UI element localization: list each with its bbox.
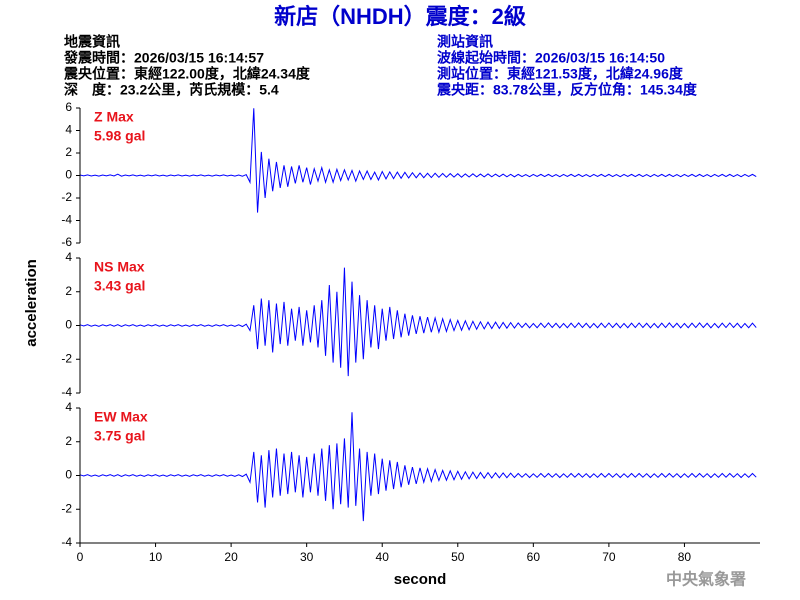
- x-tick-label: 40: [376, 550, 390, 564]
- y-tick-label: -4: [61, 213, 72, 227]
- max-annotation: 3.75 gal: [94, 428, 145, 444]
- station-info: 震央距：83.78公里，反方位角：145.34度: [436, 82, 698, 98]
- y-tick-label: 0: [65, 168, 72, 182]
- station-info: 測站資訊: [437, 34, 493, 50]
- y-tick-label: 0: [65, 318, 72, 332]
- footer: 中央氣象署: [666, 570, 746, 589]
- y-tick-label: 2: [65, 434, 72, 448]
- y-tick-label: 4: [65, 400, 72, 414]
- max-annotation: 3.43 gal: [94, 278, 145, 294]
- y-tick-label: -2: [61, 190, 72, 204]
- x-axis-label: second: [394, 571, 447, 588]
- x-tick-label: 50: [451, 550, 465, 564]
- y-tick-label: -6: [61, 235, 72, 249]
- y-tick-label: 2: [65, 145, 72, 159]
- waveform: [79, 108, 757, 213]
- x-tick-label: 70: [602, 550, 616, 564]
- waveform: [79, 267, 757, 377]
- y-tick-label: 4: [65, 250, 72, 264]
- series-name: NS Max: [94, 259, 145, 275]
- y-tick-label: 0: [65, 468, 72, 482]
- waveform: [79, 412, 757, 522]
- series-name: Z Max: [94, 109, 134, 125]
- x-tick-label: 10: [149, 550, 163, 564]
- y-axis-label: acceleration: [23, 259, 40, 347]
- title: 新店（NHDH）震度：2級: [274, 4, 526, 29]
- y-tick-label: 6: [65, 100, 72, 114]
- x-tick-label: 30: [300, 550, 314, 564]
- series-name: EW Max: [94, 409, 148, 425]
- x-tick-label: 20: [224, 550, 238, 564]
- y-tick-label: -2: [61, 501, 72, 515]
- quake-info: 深 度：23.2公里，芮氏規模：5.4: [64, 82, 279, 98]
- station-info: 測站位置：東經121.53度，北緯24.96度: [437, 66, 684, 82]
- y-tick-label: 2: [65, 284, 72, 298]
- x-tick-label: 80: [678, 550, 692, 564]
- quake-info: 震央位置：東經122.00度，北緯24.34度: [63, 66, 311, 82]
- x-tick-label: 0: [77, 550, 84, 564]
- max-annotation: 5.98 gal: [94, 128, 145, 144]
- quake-info: 發震時間：2026/03/15 16:14:57: [63, 50, 264, 66]
- x-tick-label: 60: [527, 550, 541, 564]
- y-tick-label: -2: [61, 351, 72, 365]
- y-tick-label: -4: [61, 385, 72, 399]
- y-tick-label: 4: [65, 123, 72, 137]
- station-info: 波線起始時間：2026/03/15 16:14:50: [437, 50, 665, 66]
- quake-info: 地震資訊: [64, 34, 120, 50]
- y-tick-label: -4: [61, 535, 72, 549]
